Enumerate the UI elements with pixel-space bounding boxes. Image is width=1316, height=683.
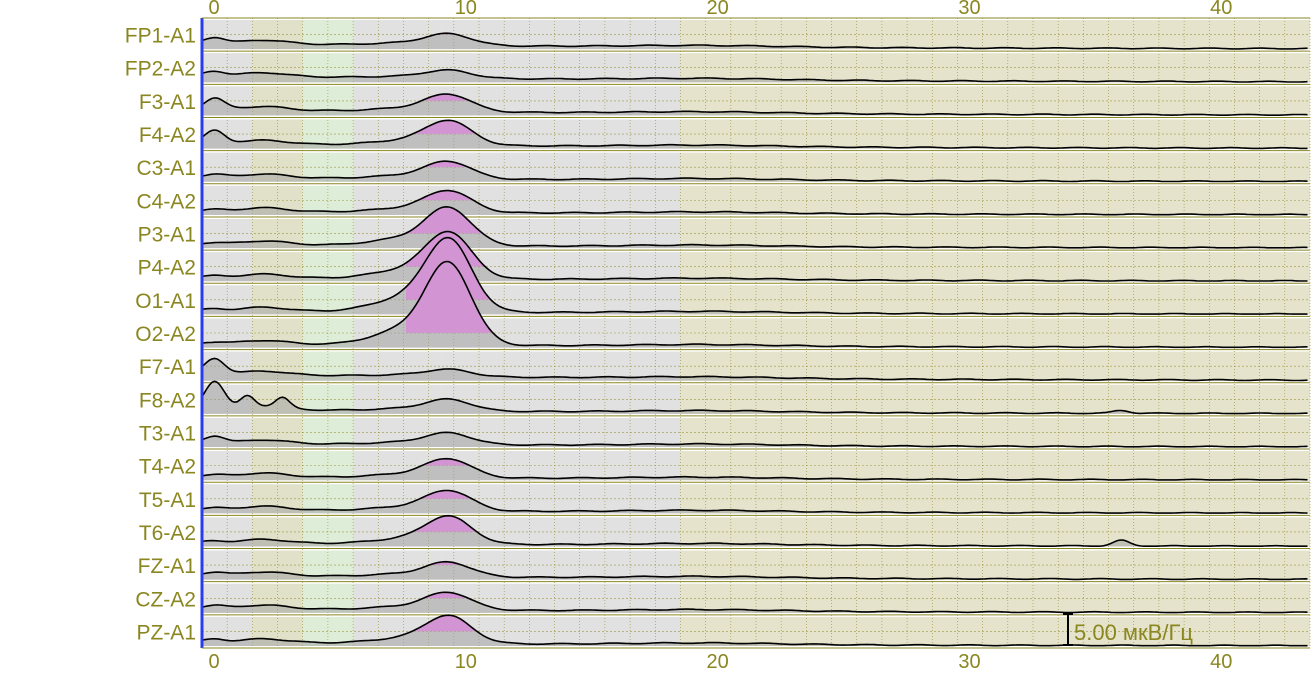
channel-label: T4-A2 — [139, 456, 196, 479]
x-tick-label-bottom: 40 — [1210, 651, 1232, 673]
channel-label: F3-A1 — [139, 91, 196, 114]
channel-label: T3-A1 — [139, 422, 196, 445]
x-tick-label-bottom: 0 — [208, 651, 219, 673]
channel-label: FP2-A2 — [125, 58, 196, 81]
channel-label: PZ-A1 — [136, 621, 196, 644]
channel-label: O1-A1 — [135, 290, 196, 313]
channel-label: CZ-A2 — [135, 588, 196, 611]
x-tick-label-bottom: 10 — [455, 651, 477, 673]
channel-label: O2-A2 — [135, 323, 196, 346]
x-tick-label-bottom: 20 — [707, 651, 729, 673]
channel-label: T5-A1 — [139, 489, 196, 512]
x-tick-label-top: 10 — [455, 0, 477, 19]
channel-label: P3-A1 — [138, 224, 196, 247]
channel-label: F4-A2 — [139, 124, 196, 147]
channel-label: P4-A2 — [138, 257, 196, 280]
x-tick-label-top: 20 — [707, 0, 729, 19]
channel-label: F8-A2 — [139, 389, 196, 412]
channel-label: C3-A1 — [136, 157, 196, 180]
channel-label: C4-A2 — [136, 190, 196, 213]
scale-bar-label: 5.00 мкВ/Гц — [1074, 620, 1193, 645]
x-tick-label-bottom: 30 — [958, 651, 980, 673]
channel-label: FZ-A1 — [138, 555, 196, 578]
channel-label: T6-A2 — [139, 522, 196, 545]
channel-label: FP1-A1 — [125, 25, 196, 48]
x-tick-label-top: 40 — [1210, 0, 1232, 19]
x-tick-label-top: 30 — [958, 0, 980, 19]
channel-labels: FP1-A1 FP2-A2 F3-A1 F4-A2 C3-A1 C4-A2 P3-A1 P4-… — [125, 25, 196, 645]
channel-label: F7-A1 — [139, 356, 196, 379]
x-tick-label-top: 0 — [208, 0, 219, 19]
